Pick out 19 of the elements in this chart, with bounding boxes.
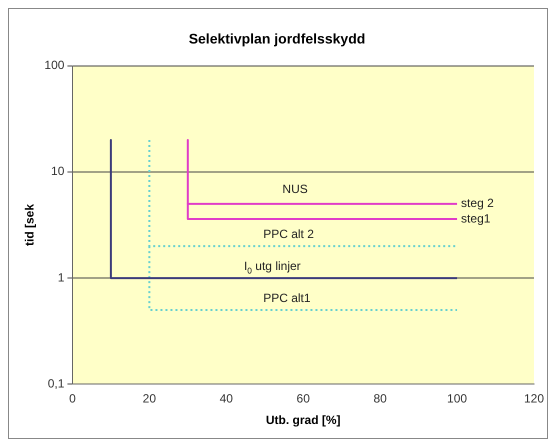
chart-title: Selektivplan jordfelsskydd [188,30,366,46]
y-tick-label: 0,1 [48,376,65,391]
series-label: PPC alt1 [263,291,311,306]
y-tick-label: 1 [58,270,65,284]
x-tick-label: 80 [373,392,388,406]
x-tick-label: 0 [69,392,76,406]
x-tick-label: 20 [142,392,156,406]
annotation: NUS [282,182,308,196]
x-tick-label: 60 [296,392,310,406]
x-axis-title: Utb. grad [%] [266,413,341,428]
series-label: steg1 [461,211,491,226]
y-axis-title: tid [sek [22,204,37,246]
y-tick-label: 10 [51,164,65,178]
x-tick-label: 100 [447,392,468,406]
series-label: steg 2 [461,196,494,210]
x-tick-label: 120 [524,392,544,406]
y-tick-label: 100 [44,58,65,72]
x-tick-label: 40 [220,392,234,406]
series-label: PPC alt 2 [263,227,314,242]
